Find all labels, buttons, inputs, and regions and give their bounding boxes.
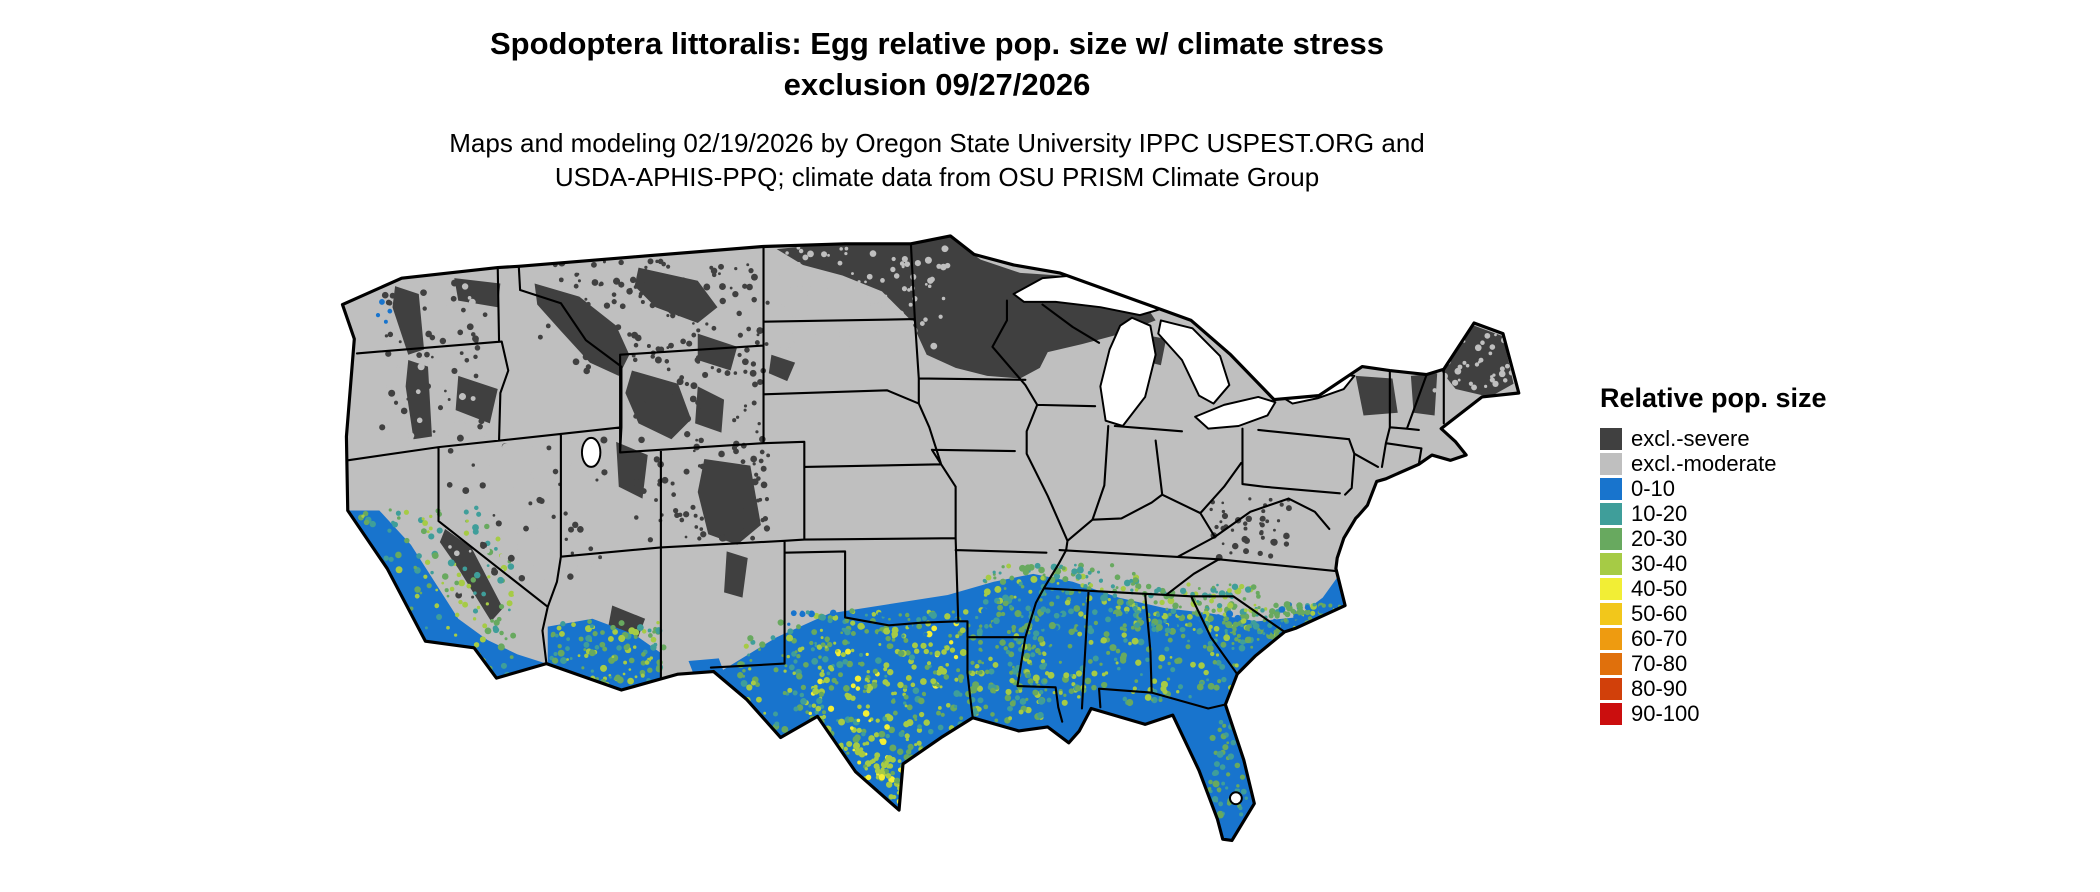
legend-label: 30-40 (1631, 550, 1688, 576)
legend-item: 70-80 (1600, 651, 1827, 676)
legend-swatch-40-50 (1600, 577, 1622, 600)
legend-label: 0-10 (1631, 475, 1676, 501)
legend-label: 90-100 (1631, 700, 1700, 726)
legend-item: 90-100 (1600, 701, 1827, 726)
legend-item: 20-30 (1600, 526, 1827, 551)
lake-erie (1194, 395, 1277, 430)
legend-item: excl.-moderate (1600, 451, 1827, 476)
legend-label: 20-30 (1631, 525, 1688, 551)
legend-label: 50-60 (1631, 600, 1688, 626)
legend-swatch-20-30 (1600, 527, 1622, 550)
legend-swatch-excl-moderate (1600, 452, 1622, 475)
page-subtitle: Maps and modeling 02/19/2026 by Oregon S… (0, 126, 1874, 195)
legend-item: 60-70 (1600, 626, 1827, 651)
us-map-svg (340, 234, 1521, 843)
subtitle-line1: Maps and modeling 02/19/2026 by Oregon S… (449, 127, 1425, 158)
lake-huron (1157, 319, 1231, 405)
lake-okeechobee (1228, 791, 1243, 806)
legend-label: 40-50 (1631, 575, 1688, 601)
legend-swatch-70-80 (1600, 652, 1622, 675)
legend-swatch-50-60 (1600, 602, 1622, 625)
legend-item: 10-20 (1600, 501, 1827, 526)
legend-swatch-excl-severe (1600, 427, 1622, 450)
legend-item: excl.-severe (1600, 426, 1827, 451)
legend-swatch-0-10 (1600, 477, 1622, 500)
legend-title: Relative pop. size (1600, 383, 1827, 413)
severe-exclusion-regions (392, 237, 1514, 640)
legend-label: 10-20 (1631, 500, 1688, 526)
legend-item: 80-90 (1600, 676, 1827, 701)
population-specks-puget (375, 299, 393, 324)
state-borders (346, 242, 1445, 723)
legend-label: excl.-moderate (1631, 450, 1777, 476)
legend-label: excl.-severe (1631, 425, 1750, 451)
legend-item: 0-10 (1600, 476, 1827, 501)
title-line2: exclusion 09/27/2026 (783, 66, 1091, 102)
subtitle-line2: USDA-APHIS-PPQ; climate data from OSU PR… (554, 162, 1320, 193)
header: Spodoptera littoralis: Egg relative pop.… (0, 24, 1874, 194)
page-title: Spodoptera littoralis: Egg relative pop.… (0, 24, 1874, 106)
legend-swatch-60-70 (1600, 627, 1622, 650)
legend-swatch-90-100 (1600, 702, 1622, 725)
map-paint-layer (342, 235, 1519, 841)
legend-label: 80-90 (1631, 675, 1688, 701)
legend: Relative pop. size excl.-severe excl.-mo… (1600, 383, 1827, 726)
legend-swatch-30-40 (1600, 552, 1622, 575)
legend-item: 40-50 (1600, 576, 1827, 601)
great-salt-lake (580, 436, 602, 468)
legend-label: 70-80 (1631, 650, 1688, 676)
legend-swatch-80-90 (1600, 677, 1622, 700)
legend-item: 50-60 (1600, 601, 1827, 626)
us-map (303, 228, 1553, 888)
legend-swatch-10-20 (1600, 502, 1622, 525)
population-regions-south (347, 510, 1346, 841)
legend-item: 30-40 (1600, 551, 1827, 576)
conus-outline (340, 234, 1521, 843)
lake-michigan (1099, 316, 1157, 427)
legend-label: 60-70 (1631, 625, 1688, 651)
title-line1: Spodoptera littoralis: Egg relative pop.… (489, 26, 1385, 61)
